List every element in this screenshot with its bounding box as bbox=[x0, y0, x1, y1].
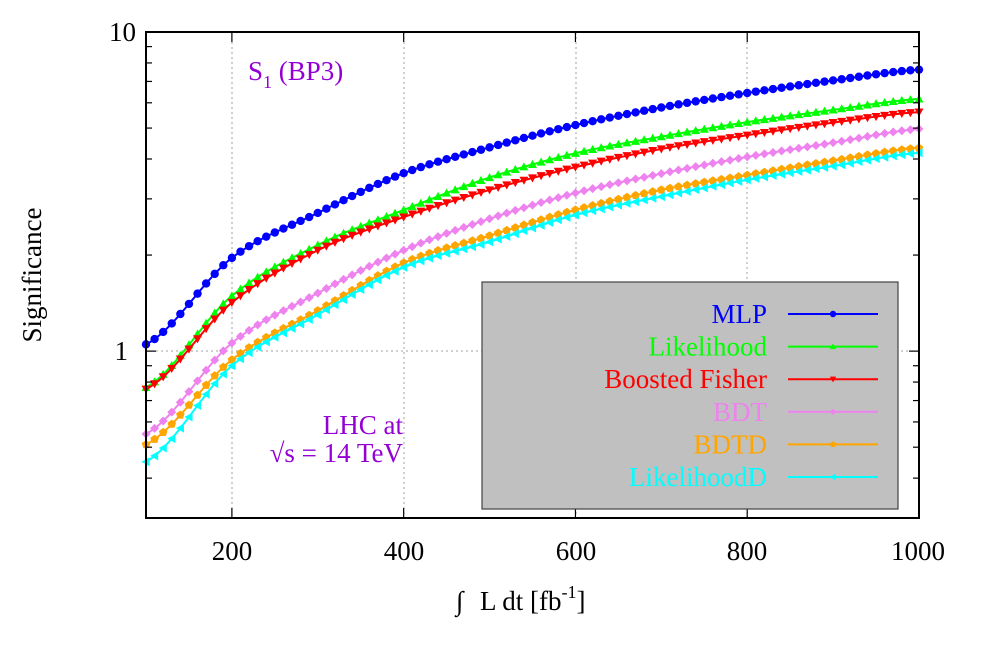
y-axis-title: Significance bbox=[17, 208, 47, 343]
annotation-lhc: LHC at bbox=[323, 410, 404, 440]
x-tick-label-200: 200 bbox=[212, 536, 253, 566]
data-series bbox=[141, 65, 924, 467]
legend-item-likelihoodd: LikelihoodD bbox=[629, 462, 878, 492]
y-tick-label-1: 1 bbox=[115, 336, 129, 366]
legend-label: Likelihood bbox=[649, 332, 768, 362]
legend-label: LikelihoodD bbox=[629, 462, 767, 492]
x-axis-title-main: L dt [fb-1] bbox=[480, 582, 585, 616]
legend-item-bdt: BDT bbox=[713, 397, 878, 427]
legend-item-boosted-fisher: Boosted Fisher bbox=[604, 364, 878, 394]
legend-item-bdtd: BDTD bbox=[694, 429, 878, 459]
annotation-energy: √s = 14 TeV bbox=[270, 438, 404, 468]
legend-label: MLP bbox=[711, 299, 767, 329]
legend-box bbox=[481, 281, 899, 510]
x-tick-label-400: 400 bbox=[384, 536, 425, 566]
x-tick-label-800: 800 bbox=[727, 536, 768, 566]
y-tick-label-10: 10 bbox=[109, 17, 136, 47]
x-tick-label-1000: 1000 bbox=[891, 536, 945, 566]
plot-frame bbox=[145, 31, 920, 519]
legend-label: BDTD bbox=[694, 429, 768, 459]
legend-item-likelihood: Likelihood bbox=[649, 332, 878, 362]
legend-item-mlp: MLP bbox=[711, 299, 878, 329]
x-axis-title: ∫ L dt [fb-1] bbox=[454, 582, 585, 618]
integral-symbol: ∫ bbox=[454, 586, 465, 618]
series-boosted-fisher bbox=[141, 108, 924, 394]
series-likelihood bbox=[141, 94, 924, 391]
legend-label: Boosted Fisher bbox=[604, 364, 767, 394]
annotation-s1-bp3: S1 (BP3) bbox=[248, 56, 343, 92]
x-tick-label-600: 600 bbox=[556, 536, 597, 566]
series-likelihoodd bbox=[141, 148, 923, 467]
series-bdt bbox=[141, 124, 924, 439]
series-mlp bbox=[141, 65, 924, 349]
legend-label: BDT bbox=[713, 397, 768, 427]
